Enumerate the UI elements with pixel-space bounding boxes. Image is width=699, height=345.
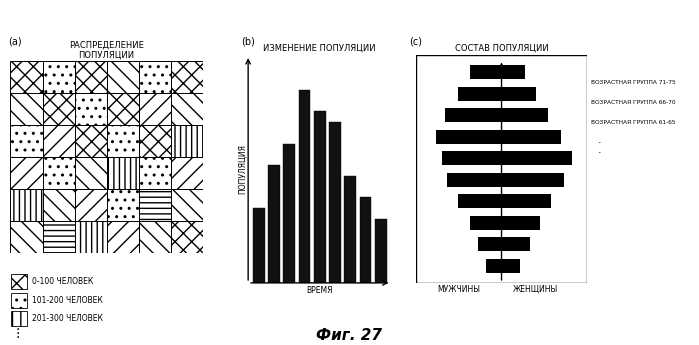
Text: ·: · xyxy=(598,138,601,148)
Bar xyxy=(458,87,501,101)
Bar xyxy=(107,125,138,157)
Bar xyxy=(171,189,203,221)
Bar xyxy=(171,93,203,125)
Text: ВОЗРАСТНАЯ ГРУППА 61-65: ВОЗРАСТНАЯ ГРУППА 61-65 xyxy=(591,120,675,125)
Bar xyxy=(458,194,501,208)
Y-axis label: ПОПУЛЯЦИЯ: ПОПУЛЯЦИЯ xyxy=(238,144,247,194)
Bar xyxy=(138,61,171,93)
Title: СОСТАВ ПОПУЛЯЦИИ: СОСТАВ ПОПУЛЯЦИИ xyxy=(454,44,549,53)
Bar xyxy=(478,237,501,251)
Bar xyxy=(436,130,501,144)
Text: ·: · xyxy=(15,331,20,345)
Bar xyxy=(138,221,171,253)
Bar xyxy=(138,125,171,157)
Bar xyxy=(75,93,106,125)
Bar xyxy=(10,157,43,189)
Bar xyxy=(268,165,280,283)
Text: (c): (c) xyxy=(409,36,422,46)
Bar xyxy=(43,125,75,157)
Text: 0-100 ЧЕЛОВЕК: 0-100 ЧЕЛОВЕК xyxy=(31,277,93,286)
Bar xyxy=(138,157,171,189)
Bar xyxy=(501,130,561,144)
Bar xyxy=(345,176,356,283)
Bar xyxy=(501,194,552,208)
Bar xyxy=(501,87,535,101)
Text: ЖЕНЩИНЫ: ЖЕНЩИНЫ xyxy=(513,285,559,294)
Bar xyxy=(10,61,43,93)
Bar xyxy=(138,93,171,125)
Bar xyxy=(75,157,106,189)
Bar xyxy=(75,125,106,157)
Text: ·: · xyxy=(15,323,20,337)
Bar xyxy=(470,66,501,79)
Bar xyxy=(283,144,295,283)
Text: ·: · xyxy=(15,327,20,341)
Text: МУЖЧИНЫ: МУЖЧИНЫ xyxy=(437,285,480,294)
Text: 201-300 ЧЕЛОВЕК: 201-300 ЧЕЛОВЕК xyxy=(31,314,102,323)
Bar xyxy=(501,173,564,187)
Bar xyxy=(375,219,387,283)
Bar xyxy=(10,293,27,308)
Bar xyxy=(501,108,548,122)
Bar xyxy=(75,61,106,93)
Bar xyxy=(171,125,203,157)
Bar xyxy=(107,61,138,93)
Bar xyxy=(138,189,171,221)
X-axis label: ВРЕМЯ: ВРЕМЯ xyxy=(307,286,333,295)
Bar xyxy=(314,111,326,283)
Bar xyxy=(298,90,310,283)
Bar xyxy=(171,157,203,189)
Bar xyxy=(107,189,138,221)
Bar xyxy=(75,189,106,221)
Bar xyxy=(171,221,203,253)
Bar xyxy=(107,221,138,253)
Bar xyxy=(43,221,75,253)
Bar xyxy=(10,125,43,157)
Text: ВОЗРАСТНАЯ ГРУППА 71-75: ВОЗРАСТНАЯ ГРУППА 71-75 xyxy=(591,80,675,85)
Title: ИЗМЕНЕНИЕ ПОПУЛЯЦИИ: ИЗМЕНЕНИЕ ПОПУЛЯЦИИ xyxy=(264,44,376,53)
Bar xyxy=(501,66,525,79)
Bar xyxy=(501,237,530,251)
Bar xyxy=(10,221,43,253)
Bar xyxy=(501,151,572,165)
Bar xyxy=(43,157,75,189)
Bar xyxy=(10,93,43,125)
Bar xyxy=(43,93,75,125)
Text: (a): (a) xyxy=(8,36,22,46)
Text: ·: · xyxy=(598,148,601,158)
Bar xyxy=(486,259,501,273)
Bar xyxy=(445,108,501,122)
Bar xyxy=(253,208,265,283)
Bar xyxy=(10,311,27,326)
Text: ВОЗРАСТНАЯ ГРУППА 66-70: ВОЗРАСТНАЯ ГРУППА 66-70 xyxy=(591,100,675,105)
Bar xyxy=(43,189,75,221)
Bar xyxy=(107,93,138,125)
Bar xyxy=(171,61,203,93)
Bar xyxy=(10,274,27,289)
Bar xyxy=(359,197,371,283)
Bar xyxy=(442,151,501,165)
Bar xyxy=(75,221,106,253)
Bar xyxy=(107,157,138,189)
Bar xyxy=(329,122,341,283)
Title: РАСПРЕДЕЛЕНИЕ
ПОПУЛЯЦИИ: РАСПРЕДЕЛЕНИЕ ПОПУЛЯЦИИ xyxy=(69,41,144,60)
Bar xyxy=(43,61,75,93)
Bar xyxy=(501,259,520,273)
Bar xyxy=(501,216,540,230)
Text: Фиг. 27: Фиг. 27 xyxy=(317,328,382,343)
Text: (b): (b) xyxy=(241,36,255,46)
Bar xyxy=(10,189,43,221)
Text: 101-200 ЧЕЛОВЕК: 101-200 ЧЕЛОВЕК xyxy=(31,296,102,305)
Bar xyxy=(447,173,501,187)
Bar xyxy=(470,216,501,230)
